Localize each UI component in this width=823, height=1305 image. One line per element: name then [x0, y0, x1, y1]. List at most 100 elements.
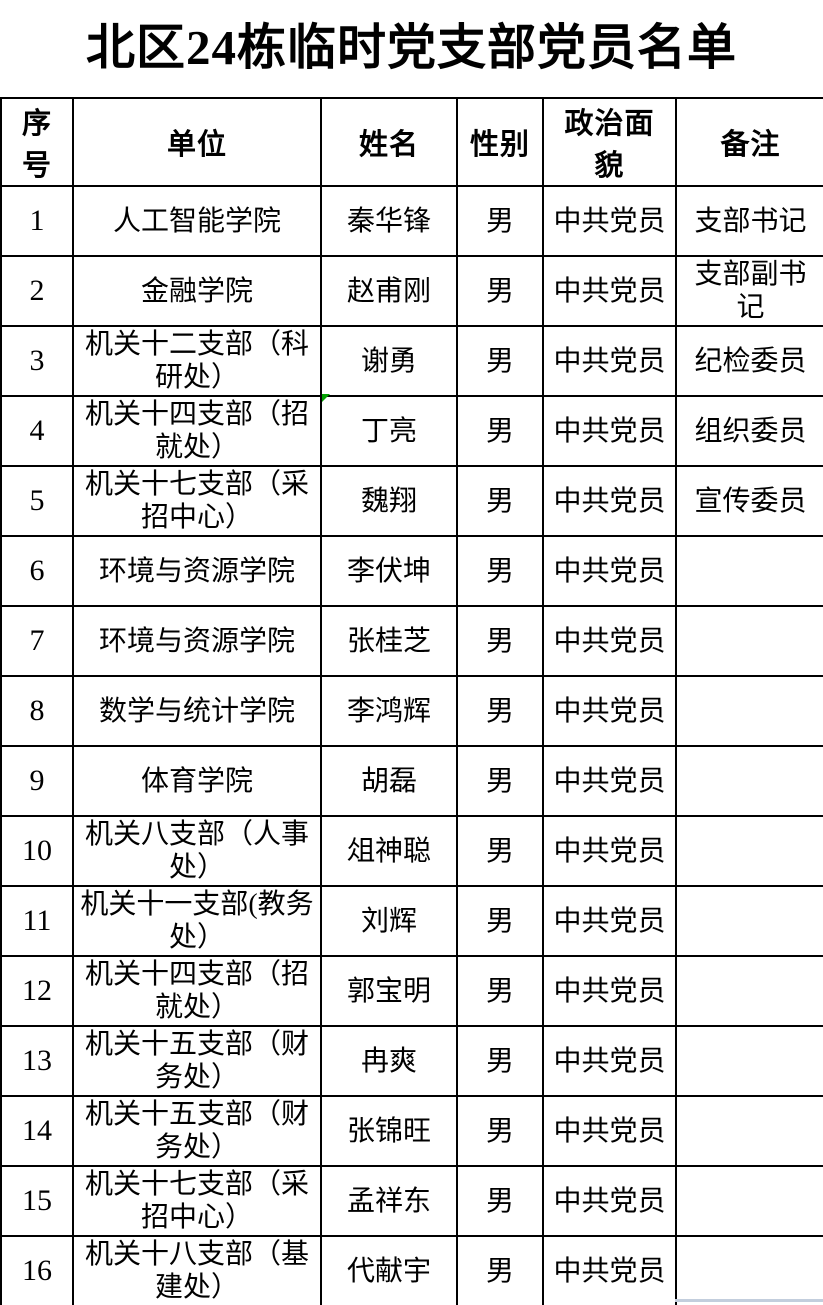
header-row: 序号 单位 姓名 性别 政治面貌 备注 — [0, 97, 823, 187]
cell-gender: 男 — [456, 1165, 544, 1237]
cell-no: 5 — [0, 465, 74, 537]
cell-no: 2 — [0, 255, 74, 327]
table-row: 14 机关十五支部（财务处） 张锦旺 男 中共党员 — [0, 1095, 823, 1167]
cell-status: 中共党员 — [542, 1235, 677, 1305]
cell-remark — [675, 535, 823, 607]
cell-status: 中共党员 — [542, 325, 677, 397]
cell-flag-icon — [322, 394, 330, 402]
cell-name: 赵甫刚 — [320, 255, 458, 327]
page-title: 北区24栋临时党支部党员名单 — [85, 20, 737, 75]
cell-name: 丁亮 — [320, 395, 458, 467]
cell-status: 中共党员 — [542, 675, 677, 747]
cell-gender: 男 — [456, 465, 544, 537]
cell-no: 6 — [0, 535, 74, 607]
col-header-unit: 单位 — [72, 97, 322, 187]
cell-status: 中共党员 — [542, 955, 677, 1027]
table-row: 6 环境与资源学院 李伏坤 男 中共党员 — [0, 535, 823, 607]
cell-gender: 男 — [456, 1235, 544, 1305]
cell-name: 张锦旺 — [320, 1095, 458, 1167]
cell-gender: 男 — [456, 535, 544, 607]
cell-name: 李鸿辉 — [320, 675, 458, 747]
cell-name: 谢勇 — [320, 325, 458, 397]
table-row: 3 机关十二支部（科研处） 谢勇 男 中共党员 纪检委员 — [0, 325, 823, 397]
cell-status: 中共党员 — [542, 185, 677, 257]
cell-name: 魏翔 — [320, 465, 458, 537]
col-header-no: 序号 — [0, 97, 74, 187]
cell-name: 秦华锋 — [320, 185, 458, 257]
cell-remark: 宣传委员 — [675, 465, 823, 537]
cell-no: 11 — [0, 885, 74, 957]
cell-gender: 男 — [456, 885, 544, 957]
table-row: 12 机关十四支部（招就处） 郭宝明 男 中共党员 — [0, 955, 823, 1027]
cell-status: 中共党员 — [542, 535, 677, 607]
cell-no: 13 — [0, 1025, 74, 1097]
roster-table: 序号 单位 姓名 性别 政治面貌 备注 1 人工智能学院 秦华锋 男 中共党员 … — [0, 97, 823, 1305]
cell-status: 中共党员 — [542, 255, 677, 327]
cell-name: 郭宝明 — [320, 955, 458, 1027]
cell-status: 中共党员 — [542, 1165, 677, 1237]
cell-no: 4 — [0, 395, 74, 467]
cell-status: 中共党员 — [542, 745, 677, 817]
cell-no: 16 — [0, 1235, 74, 1305]
cell-remark: 纪检委员 — [675, 325, 823, 397]
table-row: 15 机关十七支部（采招中心） 孟祥东 男 中共党员 — [0, 1165, 823, 1237]
col-header-status: 政治面貌 — [542, 97, 677, 187]
cell-unit: 机关十四支部（招就处） — [72, 395, 322, 467]
cell-unit: 环境与资源学院 — [72, 535, 322, 607]
roster-body: 1 人工智能学院 秦华锋 男 中共党员 支部书记 2 金融学院 赵甫刚 男 中共… — [0, 185, 823, 1305]
cell-no: 14 — [0, 1095, 74, 1167]
cell-remark — [675, 605, 823, 677]
col-header-gender: 性别 — [456, 97, 544, 187]
cell-gender: 男 — [456, 185, 544, 257]
cell-name: 胡磊 — [320, 745, 458, 817]
cell-gender: 男 — [456, 325, 544, 397]
cell-remark — [675, 675, 823, 747]
cell-unit: 数学与统计学院 — [72, 675, 322, 747]
cell-no: 12 — [0, 955, 74, 1027]
cell-name: 孟祥东 — [320, 1165, 458, 1237]
cell-status: 中共党员 — [542, 605, 677, 677]
cell-name: 代献宇 — [320, 1235, 458, 1305]
cell-status: 中共党员 — [542, 1095, 677, 1167]
cell-gender: 男 — [456, 675, 544, 747]
cell-no: 7 — [0, 605, 74, 677]
cell-gender: 男 — [456, 605, 544, 677]
cell-gender: 男 — [456, 395, 544, 467]
table-row: 11 机关十一支部(教务处） 刘辉 男 中共党员 — [0, 885, 823, 957]
table-row: 2 金融学院 赵甫刚 男 中共党员 支部副书记 — [0, 255, 823, 327]
table-row: 5 机关十七支部（采招中心） 魏翔 男 中共党员 宣传委员 — [0, 465, 823, 537]
table-row: 4 机关十四支部（招就处） 丁亮 男 中共党员 组织委员 — [0, 395, 823, 467]
cell-name: 刘辉 — [320, 885, 458, 957]
table-row: 8 数学与统计学院 李鸿辉 男 中共党员 — [0, 675, 823, 747]
cell-no: 3 — [0, 325, 74, 397]
cell-remark — [675, 1025, 823, 1097]
cell-unit: 机关八支部（人事处） — [72, 815, 322, 887]
cell-name: 俎神聪 — [320, 815, 458, 887]
col-header-name: 姓名 — [320, 97, 458, 187]
cell-status: 中共党员 — [542, 395, 677, 467]
col-header-remark: 备注 — [675, 97, 823, 187]
cell-gender: 男 — [456, 1025, 544, 1097]
cell-status: 中共党员 — [542, 885, 677, 957]
cell-no: 15 — [0, 1165, 74, 1237]
cell-gender: 男 — [456, 815, 544, 887]
cell-unit: 体育学院 — [72, 745, 322, 817]
cell-remark: 支部副书记 — [675, 255, 823, 327]
cell-name: 李伏坤 — [320, 535, 458, 607]
cell-unit: 机关十四支部（招就处） — [72, 955, 322, 1027]
cell-remark — [675, 745, 823, 817]
cell-status: 中共党员 — [542, 815, 677, 887]
cell-remark — [675, 1235, 823, 1305]
cell-name: 张桂芝 — [320, 605, 458, 677]
table-row: 9 体育学院 胡磊 男 中共党员 — [0, 745, 823, 817]
cell-no: 1 — [0, 185, 74, 257]
cell-unit: 机关十一支部(教务处） — [72, 885, 322, 957]
cell-status: 中共党员 — [542, 465, 677, 537]
cell-remark — [675, 1095, 823, 1167]
cell-remark — [675, 815, 823, 887]
table-row: 13 机关十五支部（财务处） 冉爽 男 中共党员 — [0, 1025, 823, 1097]
table-row: 7 环境与资源学院 张桂芝 男 中共党员 — [0, 605, 823, 677]
cell-remark: 组织委员 — [675, 395, 823, 467]
cell-no: 10 — [0, 815, 74, 887]
cell-no: 8 — [0, 675, 74, 747]
